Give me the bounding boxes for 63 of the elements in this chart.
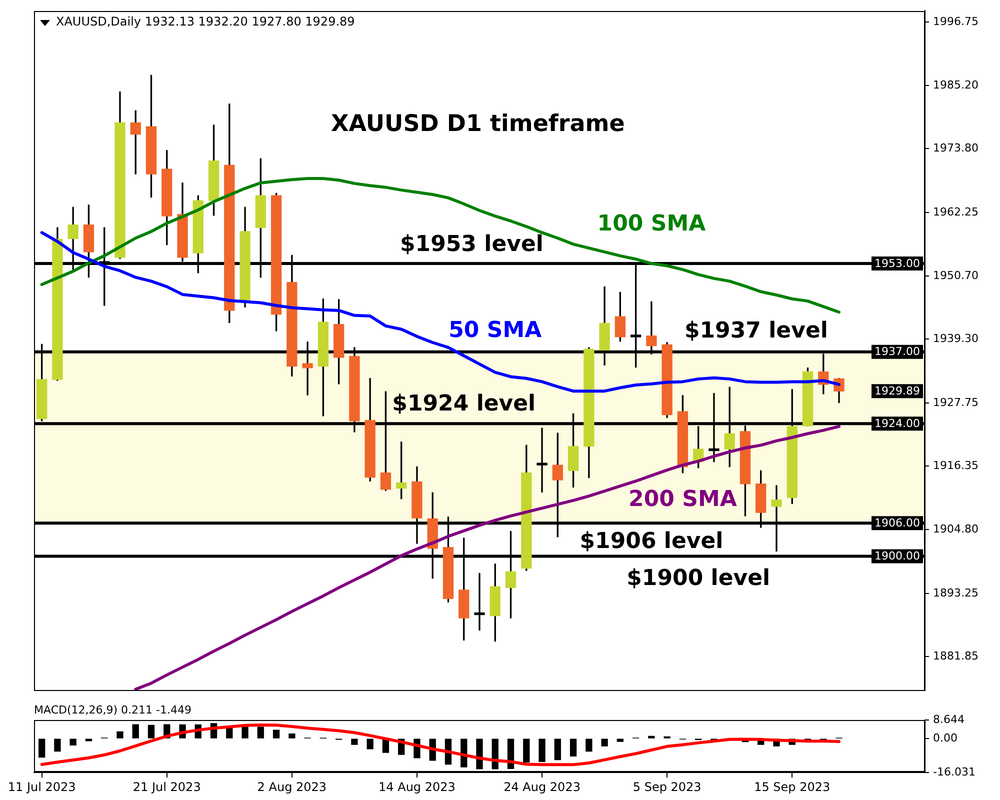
bar: [492, 738, 498, 770]
x-tick-label: 5 Sep 2023: [632, 780, 702, 794]
y-tick-label: 1881.85: [933, 649, 978, 662]
y-tick-label: 1904.80: [933, 522, 978, 536]
annotation: 1937.00: [874, 345, 920, 358]
x-tick-label: 11 Jul 2023: [8, 780, 76, 794]
chart-title: MACD(12,26,9) 0.211 -1.449: [34, 703, 192, 716]
bar: [257, 726, 264, 738]
bar: [538, 738, 546, 762]
bar: [116, 731, 124, 738]
y-tick-label: 0.00: [933, 731, 958, 744]
y-tick-label: 1893.25: [933, 586, 978, 600]
y-tick-label: 1939.30: [933, 332, 978, 346]
bar: [616, 738, 624, 742]
ref-line-label: $1953 level: [400, 232, 544, 258]
bar: [148, 724, 155, 738]
bar: [272, 730, 280, 738]
x-tick-label: 21 Jul 2023: [132, 780, 201, 794]
ref-line-label: $1924 level: [392, 391, 536, 416]
bar: [570, 738, 577, 757]
y-tick-label: 1916.35: [933, 458, 978, 472]
bar: [54, 738, 61, 752]
series-label: 50 SMA: [448, 318, 542, 344]
series-label: 100 SMA: [597, 211, 706, 236]
annotation: 1924.00: [874, 417, 920, 430]
bar: [648, 736, 655, 738]
annotation: 1900.00: [874, 550, 920, 563]
bar: [85, 738, 92, 742]
y-tick-label: -16.031: [933, 765, 976, 778]
annotation: 1929.89: [874, 384, 920, 398]
bar: [554, 738, 561, 760]
x-tick-label: 24 Aug 2023: [504, 780, 580, 794]
annotation: 1953.00: [874, 256, 920, 270]
y-tick-label: 1962.25: [933, 205, 978, 218]
ref-line-label: $1900 level: [626, 566, 770, 591]
x-tick-label: 2 Aug 2023: [257, 780, 327, 794]
bar: [586, 738, 592, 752]
chart-subtitle: XAUUSD,Daily 1932.13 1932.20 1927.80 1929.89: [56, 14, 355, 29]
series-label: 200 SMA: [628, 486, 737, 512]
bar: [132, 724, 139, 738]
bar: [523, 738, 530, 762]
bar: [242, 726, 248, 738]
y-tick-label: 8.644: [933, 713, 964, 726]
x-tick-label: 14 Aug 2023: [378, 780, 456, 794]
y-tick-label: 1950.70: [933, 269, 978, 282]
bar: [601, 738, 608, 746]
y-tick-label: 1973.80: [933, 142, 978, 155]
candlestick: [536, 428, 548, 492]
y-tick-label: 1985.20: [933, 78, 978, 92]
text: XAUUSD D1 timeframe: [331, 110, 625, 137]
bar: [38, 738, 46, 758]
bar: [366, 738, 374, 750]
bar: [288, 734, 296, 738]
y-tick-label: 1927.75: [933, 396, 978, 409]
bar: [351, 738, 358, 745]
y-tick-label: 1996.75: [933, 14, 978, 28]
annotation: 1906.00: [874, 516, 920, 530]
bar: [70, 738, 76, 746]
bar: [476, 738, 483, 770]
ref-line-label: $1906 level: [580, 528, 724, 554]
x-tick-label: 15 Sep 2023: [754, 780, 830, 794]
candlestick: [474, 572, 485, 631]
ref-line-label: $1937 level: [684, 318, 828, 344]
